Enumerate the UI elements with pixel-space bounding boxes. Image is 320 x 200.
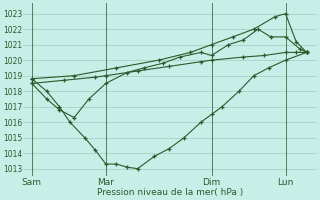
X-axis label: Pression niveau de la mer( hPa ): Pression niveau de la mer( hPa ) <box>97 188 244 197</box>
